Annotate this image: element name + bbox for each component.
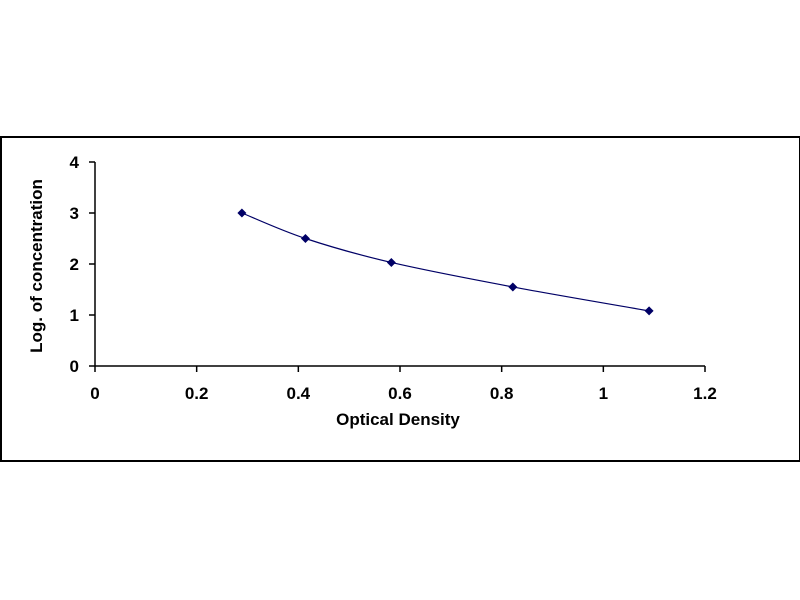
data-points <box>237 208 654 316</box>
data-point-marker <box>237 208 247 218</box>
data-point-marker <box>644 306 654 316</box>
y-tick-label: 3 <box>70 204 79 223</box>
x-axis-title: Optical Density <box>336 410 460 429</box>
y-ticks: 0 1 2 3 4 <box>70 153 95 376</box>
series-fit-curve <box>241 212 650 312</box>
x-tick-label: 0 <box>90 384 99 403</box>
x-tick-label: 0.6 <box>388 384 412 403</box>
y-axis-title: Log. of concentration <box>27 179 46 353</box>
x-tick-label: 0.8 <box>490 384 514 403</box>
x-ticks: 0 0.2 0.4 0.6 0.8 1 1.2 <box>90 366 717 403</box>
y-tick-label: 2 <box>70 255 79 274</box>
data-point-marker <box>508 282 518 292</box>
x-tick-label: 1.2 <box>693 384 717 403</box>
x-tick-label: 0.4 <box>287 384 311 403</box>
x-tick-label: 1 <box>599 384 608 403</box>
y-tick-label: 1 <box>70 306 79 325</box>
chart-border <box>0 136 800 462</box>
y-tick-label: 4 <box>70 153 80 172</box>
y-tick-label: 0 <box>70 357 79 376</box>
data-point-marker <box>300 234 310 243</box>
data-point-marker <box>386 257 396 267</box>
x-tick-label: 0.2 <box>185 384 209 403</box>
